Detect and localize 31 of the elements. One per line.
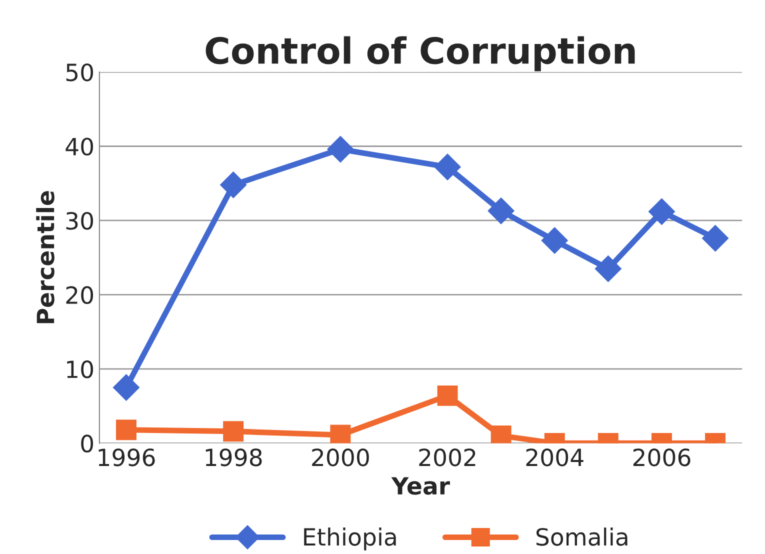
point <box>648 198 676 225</box>
x-tick-label: 2002 <box>419 448 476 466</box>
x-axis-title: Year <box>391 477 450 495</box>
y-tick-label: 0 <box>81 434 94 453</box>
point <box>437 385 458 406</box>
x-tick-label: 2006 <box>633 448 690 466</box>
point <box>223 421 244 442</box>
point <box>220 172 247 198</box>
y-tick-label: 20 <box>66 286 94 304</box>
x-tick-label: 1996 <box>98 448 155 466</box>
point <box>330 424 351 444</box>
x-tick-label: 2004 <box>526 448 584 466</box>
point <box>594 255 622 282</box>
point <box>327 136 354 163</box>
chart-title: Control of Corruption <box>206 36 635 72</box>
point <box>116 420 136 440</box>
point <box>488 198 514 224</box>
y-tick-label: 10 <box>67 360 94 378</box>
point <box>541 227 568 254</box>
legend-label: Somalia <box>536 528 628 546</box>
point <box>434 154 461 180</box>
point <box>112 374 140 401</box>
y-tick-label: 50 <box>66 63 94 82</box>
point <box>490 426 512 444</box>
y-axis-title: Percentile <box>36 191 54 324</box>
y-tick-label: 30 <box>66 212 94 230</box>
x-tick-label: 2000 <box>312 448 369 466</box>
point <box>702 225 729 252</box>
x-tick-label: 1998 <box>206 448 262 466</box>
legend-label: Ethiopia <box>304 528 396 550</box>
y-tick-label: 40 <box>66 138 94 156</box>
